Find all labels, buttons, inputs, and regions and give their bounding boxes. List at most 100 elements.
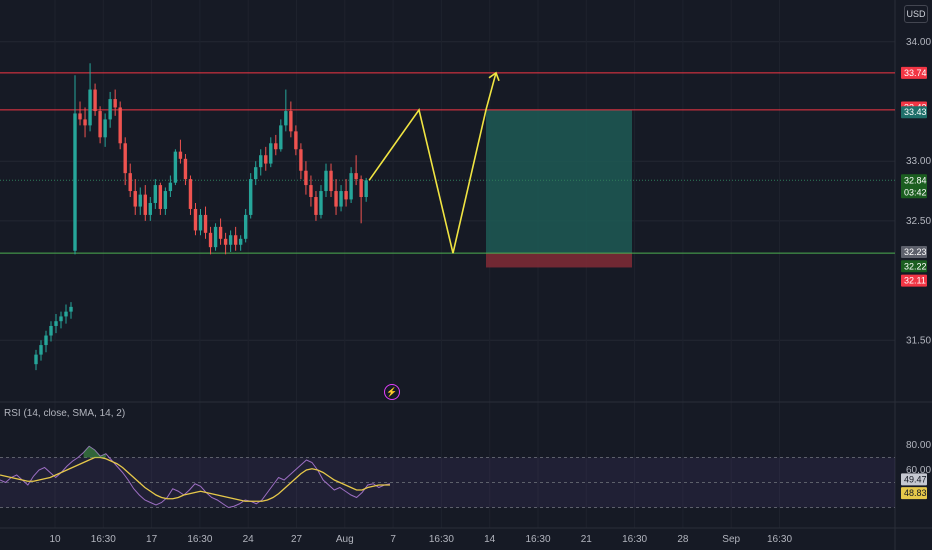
price-tick-label: 31.50 [906,335,931,346]
candle-body [344,191,348,200]
candle-body [203,214,208,233]
candle-body [304,170,308,186]
time-tick-label: Sep [722,534,740,545]
candle-body [249,179,253,215]
rsi-ma-value-label: 48.83 [904,488,927,498]
candle-body [279,125,283,150]
time-tick-label: 10 [49,534,61,545]
time-tick-label: 21 [581,534,593,545]
candle-body [64,311,68,317]
time-tick-label: 16:30 [187,534,212,545]
time-tick-label: Aug [336,534,354,545]
price-tag [901,245,927,258]
candle-body [349,173,353,200]
time-tick-label: 16:30 [91,534,116,545]
time-tick-label: 16:30 [767,534,792,545]
price-tag [901,274,927,287]
candle-body [274,143,278,150]
lightning-icon[interactable]: ⚡ [384,384,400,400]
candle-body [188,179,193,209]
candle-body [243,214,248,239]
candle-body [238,238,243,245]
time-tick-label: 14 [484,534,496,545]
rsi-line [0,445,391,509]
price-tag-label: 33.74 [904,68,927,78]
rsi-ma-line [0,456,390,502]
candle-body [228,235,233,245]
candle-body [178,151,183,159]
candle-body [133,191,137,207]
candle-body [128,173,132,192]
projection-path [368,72,497,254]
candle-body [294,131,298,150]
candle-body [34,354,38,365]
candle-body [163,191,168,209]
price-tag-countdown: 03:42 [904,187,927,197]
candle-body [324,170,328,192]
candle-body [143,194,147,215]
time-tick-label: 27 [291,534,303,545]
candle-body [88,89,92,126]
candle-body [44,335,48,346]
candle-body [168,182,173,192]
candle-body [359,179,363,198]
price-tag [901,66,927,79]
currency-badge[interactable]: USD [904,5,928,23]
price-tag-label: 32.23 [904,247,927,257]
time-tick-label: 16:30 [525,534,550,545]
time-tick-label: 24 [243,534,255,545]
candle-body [289,111,293,132]
candle-body [198,214,203,231]
candle-body [138,194,142,207]
price-tick-label: 33.00 [906,156,931,167]
candle-body [208,232,213,248]
candle-body [153,185,158,203]
candle-body [54,321,58,326]
time-tick-label: 16:30 [622,534,647,545]
time-tick-label: 7 [390,534,396,545]
rsi-tick-label: 60.00 [906,465,931,476]
candle-body [334,191,338,207]
candle-body [339,191,343,207]
candle-body [73,113,77,251]
price-tag-label: 32.22 [904,261,927,271]
time-tick-label: 17 [146,534,158,545]
price-tag-label: 32.84 [904,175,927,185]
candle-body [148,202,152,215]
rsi-tick-label: 80.00 [906,440,931,451]
rsi-value-label: 49.47 [904,474,927,484]
candle-body [364,180,368,198]
price-tag [901,174,927,199]
candle-body [78,113,82,120]
loss-zone [486,253,632,268]
candle-body [173,151,178,183]
profit-zone [486,109,632,254]
rsi-value-tag [901,487,927,500]
candle-body [269,143,273,164]
price-tag-label: 32.11 [904,276,926,286]
candle-body [193,208,198,231]
candle-body [354,173,358,180]
candle-body [83,119,87,126]
candle-body [213,226,218,248]
candle-body [118,107,122,144]
candle-body [314,197,318,215]
rsi-overbought-fill [83,446,106,458]
candle-body [284,111,288,126]
candle-body [49,325,53,336]
candle-body [103,119,107,138]
candle-body [123,143,127,174]
time-tick-label: 28 [677,534,689,545]
candle-body [93,89,97,112]
price-tag [901,106,927,119]
candle-body [264,155,268,164]
candle-body [108,99,112,120]
candle-body [329,170,333,192]
candle-body [39,345,43,355]
candle-body [309,185,313,198]
rsi-indicator-label[interactable]: RSI (14, close, SMA, 14, 2) [4,408,126,419]
candle-body [254,167,258,180]
candle-body [299,149,303,171]
candle-body [218,226,223,239]
